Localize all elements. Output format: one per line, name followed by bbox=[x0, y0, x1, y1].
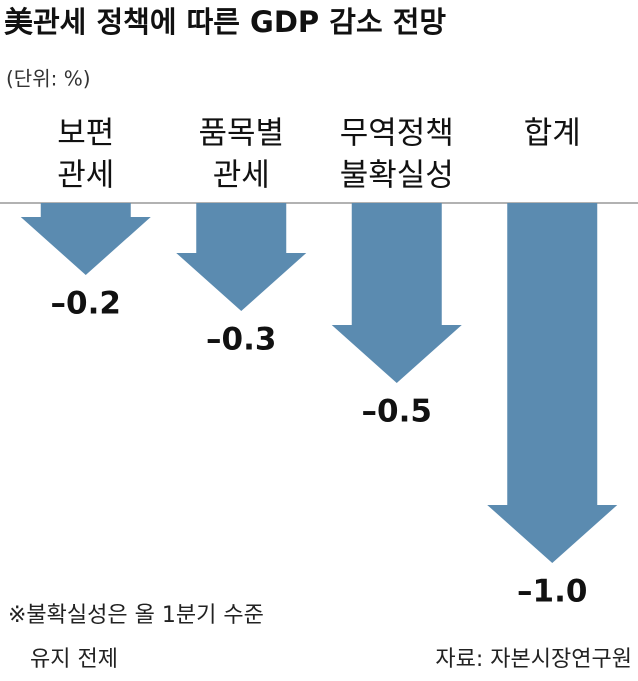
category-label: 품목별 bbox=[198, 116, 284, 152]
note: ※불확실성은 올 1분기 수준 bbox=[8, 603, 264, 628]
value-label: –0.2 bbox=[51, 286, 121, 322]
arrow-bar bbox=[331, 203, 462, 383]
category-label: 관세 bbox=[213, 158, 270, 194]
arrow-bar bbox=[20, 203, 151, 275]
category-label: 보편 bbox=[57, 116, 114, 152]
category-label: 무역정책 bbox=[340, 116, 454, 152]
note: 유지 전제 bbox=[30, 647, 118, 672]
value-label: –0.5 bbox=[362, 394, 432, 430]
arrow-bar bbox=[487, 203, 618, 563]
category-label: 합계 bbox=[524, 116, 581, 152]
arrow-bar bbox=[176, 203, 307, 311]
chart-title: 美관세 정책에 따른 GDP 감소 전망 bbox=[4, 5, 446, 39]
category-label: 불확실성 bbox=[340, 158, 454, 194]
category-label: 관세 bbox=[57, 158, 114, 194]
source: 자료: 자본시장연구원 bbox=[435, 647, 632, 672]
value-label: –1.0 bbox=[517, 574, 587, 610]
value-label: –0.3 bbox=[206, 322, 276, 358]
unit-label: (단위: %) bbox=[6, 67, 91, 91]
